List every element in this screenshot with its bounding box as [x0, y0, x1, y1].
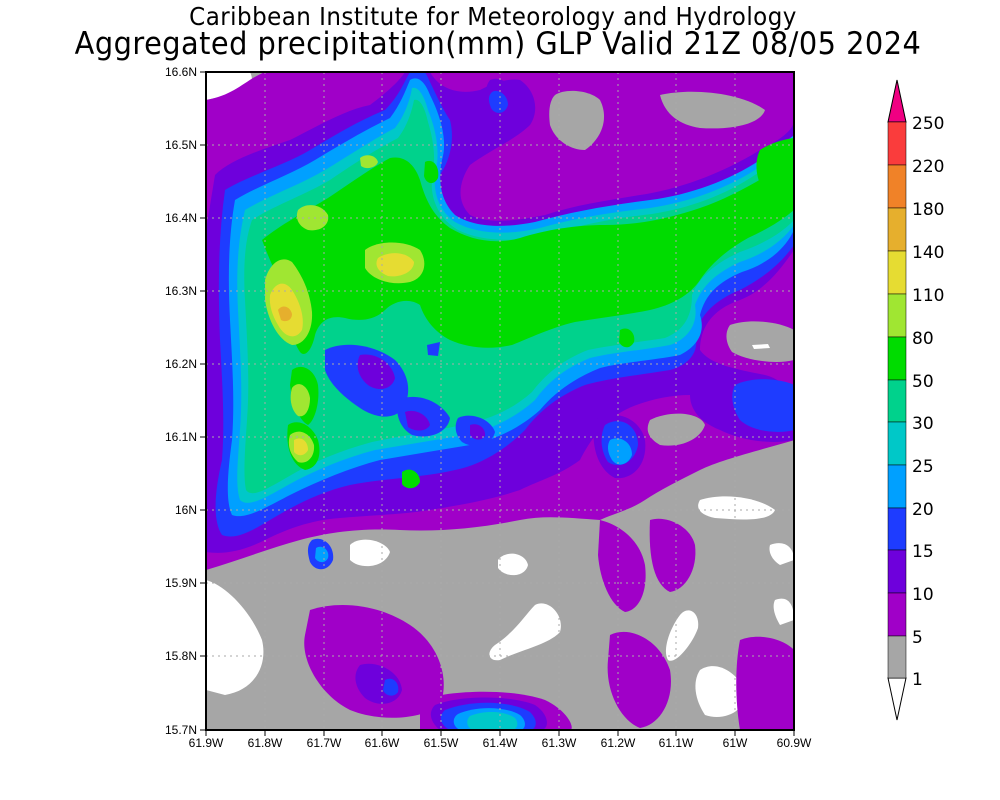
x-tick-label: 61W [723, 736, 748, 750]
x-tick-label: 61.2W [601, 736, 636, 750]
contour-blue-15mm [732, 379, 794, 432]
contour-purple-5mm [304, 605, 444, 718]
legend-label: 25 [912, 457, 934, 477]
contour-lightblue-20mm [315, 546, 329, 563]
legend-label: 15 [912, 542, 934, 562]
legend-swatch [887, 421, 907, 466]
x-tick-label: 61.6W [365, 736, 400, 750]
contour-white-area [695, 666, 746, 718]
contour-yellowgreen-80mm [296, 205, 329, 231]
legend-label: 80 [912, 329, 934, 349]
legend-label: 5 [912, 628, 923, 648]
contour-purple-5mm [752, 344, 770, 349]
legend-swatch [887, 336, 907, 381]
legend-label: 50 [912, 372, 934, 392]
contour-blue-15mm [383, 678, 399, 696]
color-legend: 250 220 180 140 110 80 50 30 25 20 15 10… [887, 79, 944, 721]
contour-green-50mm [424, 160, 439, 184]
contour-blue-15mm [488, 90, 508, 113]
contour-white-area [489, 603, 561, 661]
contour-green-50mm [756, 138, 794, 210]
contour-white-area [665, 610, 699, 661]
legend-label: 140 [912, 243, 944, 263]
contour-blue-hole [427, 342, 440, 356]
chart-title-institute: Caribbean Institute for Meteorology and … [189, 2, 797, 31]
legend-label: 20 [912, 500, 934, 520]
x-tick-label: 61.9W [189, 736, 224, 750]
legend-swatch [887, 592, 907, 637]
y-tick-label: 15.7N [165, 723, 197, 737]
legend-swatch [887, 507, 907, 551]
y-tick-label: 16.3N [165, 284, 197, 298]
contour-purple-5mm [649, 518, 696, 592]
contour-orange-140mm [278, 306, 292, 322]
legend-swatch [887, 164, 907, 209]
x-tick-label: 61.5W [424, 736, 459, 750]
contour-yellowgreen-80mm [360, 155, 378, 169]
contour-purple-5mm [726, 321, 794, 363]
contour-green-50mm [262, 157, 794, 355]
contour-green-50mm [402, 469, 420, 489]
y-tick-label: 15.8N [165, 649, 197, 663]
contour-lightblue-20mm [607, 438, 632, 465]
y-tick-label: 16.4N [165, 211, 197, 225]
legend-swatch [887, 379, 907, 423]
contour-purple-5mm [660, 91, 765, 129]
y-tick-label: 16.2N [165, 357, 197, 371]
contour-purple-5mm [549, 90, 605, 150]
contour-white-area [350, 539, 390, 567]
legend-label: 10 [912, 585, 934, 605]
contour-yellow-110mm [294, 438, 308, 456]
map-gridlines [206, 72, 794, 730]
x-tick-label: 61.4W [483, 736, 518, 750]
contour-violet-hole [357, 354, 395, 390]
legend-label: 30 [912, 414, 934, 434]
legend-label: 1 [912, 670, 923, 690]
x-tick-label: 61.1W [659, 736, 694, 750]
y-tick-label: 15.9N [165, 576, 197, 590]
contour-white-area [206, 580, 264, 695]
legend-arrow-top [887, 79, 907, 123]
contour-white-area [769, 543, 794, 565]
contour-white-area [773, 598, 794, 625]
contour-purple-5mm [607, 631, 671, 728]
contour-purple-5mm [736, 636, 794, 730]
legend-label: 250 [912, 114, 944, 134]
x-axis: 61.9W 61.8W 61.7W 61.6W 61.5W 61.4W 61.3… [189, 730, 812, 750]
legend-arrow-bottom [887, 677, 907, 721]
contour-purple-5mm [647, 413, 705, 446]
legend-swatch [887, 121, 907, 166]
y-tick-label: 16.5N [165, 138, 197, 152]
y-tick-label: 16N [175, 503, 197, 517]
contour-purple-5mm [598, 520, 646, 612]
legend-label: 220 [912, 157, 944, 177]
contour-white-area [498, 553, 528, 576]
legend-label: 110 [912, 286, 944, 306]
y-axis: 15.7N 15.8N 15.9N 16N 16.1N 16.2N 16.3N … [165, 65, 206, 737]
contour-green-50mm [619, 328, 635, 348]
x-tick-label: 61.3W [542, 736, 577, 750]
x-tick-label: 61.8W [248, 736, 283, 750]
legend-swatch [887, 549, 907, 594]
y-tick-label: 16.6N [165, 65, 197, 79]
contour-yellowgreen-80mm [290, 384, 310, 417]
legend-swatch [887, 464, 907, 509]
chart-title-product: Aggregated precipitation(mm) GLP Valid 2… [74, 26, 922, 62]
legend-swatch [887, 293, 907, 338]
contour-violet-hole [405, 410, 430, 431]
contour-yellow-110mm [376, 253, 414, 277]
contour-white-area [698, 496, 775, 520]
x-tick-label: 60.9W [777, 736, 812, 750]
y-tick-label: 16.1N [165, 430, 197, 444]
legend-swatch [887, 207, 907, 252]
contour-violet-hole [470, 424, 486, 440]
contour-cyan-25mm [467, 712, 518, 730]
legend-swatch [887, 635, 907, 679]
legend-label: 180 [912, 200, 944, 220]
map-plot-area [205, 71, 795, 731]
x-tick-label: 61.7W [307, 736, 342, 750]
legend-swatch [887, 250, 907, 295]
